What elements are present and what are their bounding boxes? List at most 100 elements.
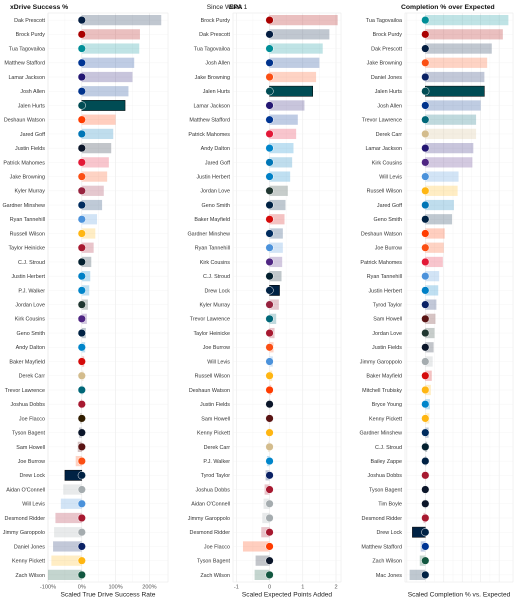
player-label: Zach Wilson (372, 559, 402, 565)
team-logo-icon (77, 385, 86, 395)
player-label: Ryan Tannehill (10, 217, 45, 223)
team-logo-icon (77, 513, 86, 523)
bar (269, 242, 283, 253)
bar (425, 171, 459, 182)
team-logo-icon (421, 428, 430, 437)
team-logo-icon (421, 115, 430, 124)
player-label: Tyson Bagent (197, 559, 230, 565)
team-logo-icon (265, 570, 274, 579)
team-logo-icon (421, 144, 430, 153)
bar (269, 128, 297, 140)
team-logo-icon (421, 328, 430, 338)
bar (81, 214, 98, 225)
team-logo-icon (265, 101, 274, 110)
player-label: Patrick Mahomes (188, 132, 230, 138)
team-logo-icon (265, 286, 274, 295)
player-label: Drew Lock (205, 288, 231, 294)
player-label: Justin Herbert (11, 274, 45, 280)
player-label: Kirk Cousins (200, 260, 231, 266)
player-label: Sam Howell (16, 445, 45, 451)
player-label: Baker Mayfield (366, 374, 402, 380)
team-logo-icon (421, 314, 430, 323)
player-label: Joshua Dobbs (368, 473, 403, 479)
bar (425, 85, 485, 97)
team-logo-icon (421, 87, 430, 96)
player-label: Lamar Jackson (8, 75, 45, 81)
team-logo-icon (77, 400, 86, 409)
team-logo-icon (421, 400, 430, 409)
team-logo-icon (421, 343, 430, 352)
player-label: Joe Burrow (375, 246, 402, 252)
player-label: Trevor Lawrence (362, 118, 402, 124)
bar (81, 199, 103, 211)
bar (425, 199, 454, 211)
team-logo-icon (421, 286, 430, 295)
player-label: Justin Fields (372, 345, 402, 351)
team-logo-icon (265, 485, 274, 494)
team-logo-icon (265, 200, 274, 210)
player-label: Tim Boyle (378, 502, 402, 508)
player-label: Jake Browning (10, 174, 45, 180)
bar (81, 242, 94, 253)
team-logo-icon (77, 272, 86, 281)
bar (81, 271, 91, 282)
team-logo-icon (77, 456, 86, 466)
player-label: Justin Herbert (368, 288, 402, 294)
team-logo-icon (421, 30, 430, 39)
player-label: Gardner Minshew (2, 203, 45, 209)
team-logo-icon (77, 286, 86, 295)
bar (269, 185, 288, 196)
team-logo-icon (421, 129, 430, 139)
player-label: Kirk Cousins (372, 160, 403, 166)
chart-title: xDrive Success % (10, 4, 68, 11)
team-logo-icon (265, 414, 274, 423)
team-logo-icon (265, 556, 274, 565)
team-logo-icon (265, 186, 274, 195)
player-label: Justin Herbert (196, 174, 230, 180)
player-label: Kenny Pickett (369, 416, 402, 422)
x-axis-title: Scaled Completion % vs. Expected (408, 592, 511, 599)
team-logo-icon (77, 528, 86, 537)
player-label: Josh Allen (377, 103, 402, 109)
player-label: Josh Allen (20, 89, 45, 95)
chart-subtitle: Since Week 1 (207, 4, 248, 11)
bar (269, 57, 320, 68)
bar (60, 498, 82, 509)
team-logo-icon (265, 44, 274, 53)
team-logo-icon (421, 499, 430, 508)
player-label: Brock Purdy (201, 18, 231, 24)
player-label: Dak Prescott (199, 32, 230, 38)
bar (425, 185, 458, 196)
bar (425, 143, 474, 154)
player-label: Joe Flacco (19, 416, 45, 422)
player-label: Trevor Lawrence (5, 388, 45, 394)
team-logo-icon (77, 499, 86, 508)
team-logo-icon (77, 16, 86, 25)
bar (242, 541, 270, 552)
player-label: P.J. Walker (18, 288, 45, 294)
player-label: Derek Carr (204, 445, 231, 451)
player-label: Brock Purdy (373, 32, 403, 38)
player-label: Tyrod Taylor (201, 473, 230, 479)
team-logo-icon (265, 158, 274, 167)
bar (425, 327, 435, 339)
player-label: P.J. Walker (203, 459, 230, 465)
player-label: Daniel Jones (14, 544, 45, 550)
team-logo-icon (265, 87, 274, 96)
bar (425, 256, 443, 268)
team-logo-icon (77, 542, 86, 551)
player-label: Bryce Young (372, 402, 402, 408)
bar (81, 29, 140, 40)
team-logo-icon (265, 343, 274, 352)
team-logo-icon (265, 215, 274, 224)
player-label: Jalen Hurts (18, 103, 46, 109)
team-logo-icon (265, 371, 274, 380)
player-label: Jimmy Garoppolo (3, 530, 45, 536)
bar (48, 569, 82, 581)
bar (425, 29, 503, 40)
team-logo-icon (77, 300, 86, 309)
team-logo-icon (77, 570, 86, 579)
bar (81, 100, 126, 111)
